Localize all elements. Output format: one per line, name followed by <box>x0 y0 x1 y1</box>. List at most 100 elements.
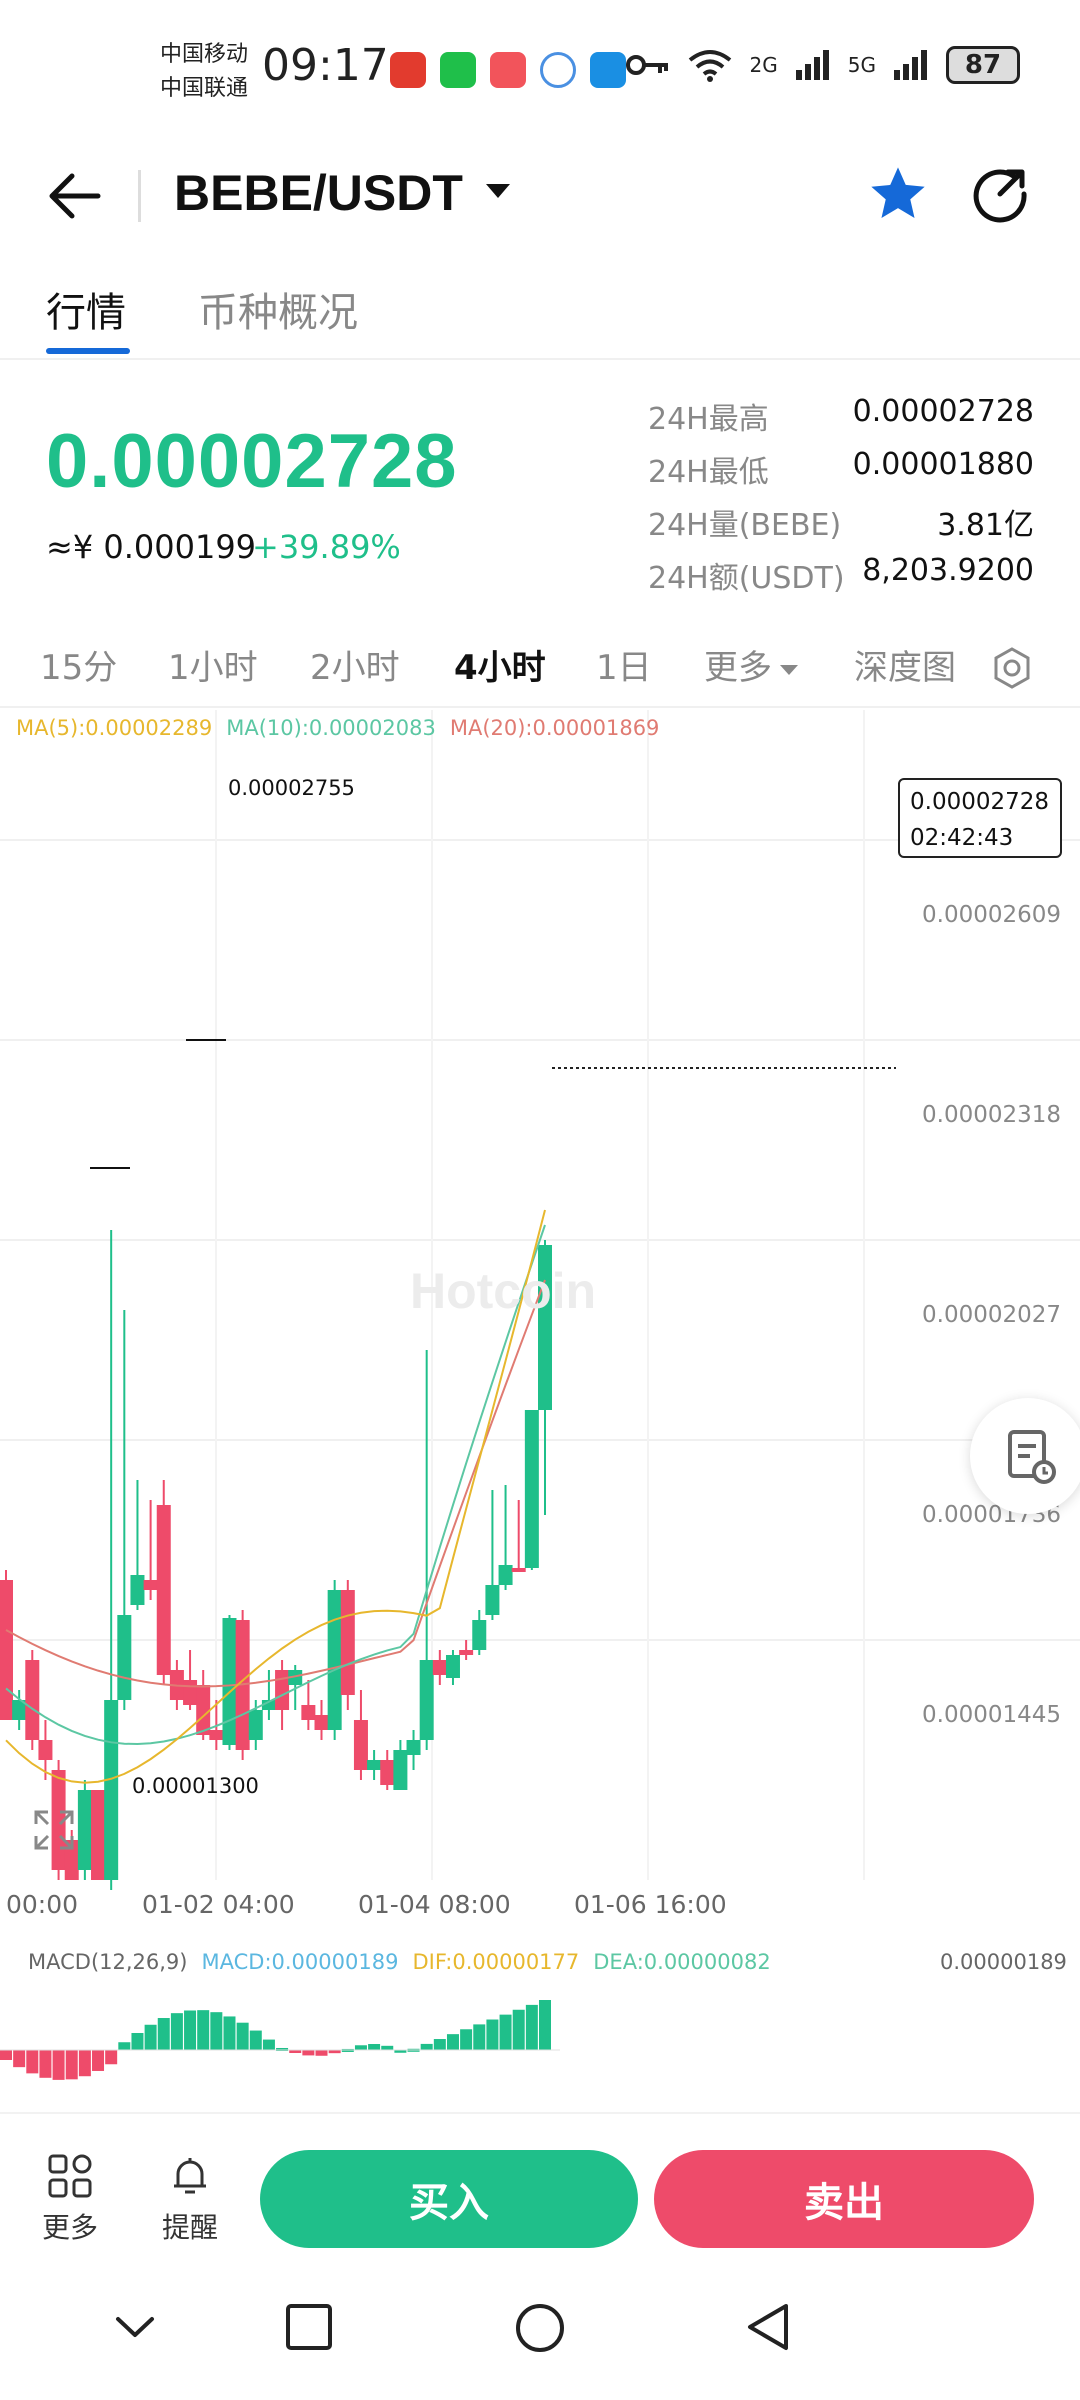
macd-bar <box>249 2030 262 2050</box>
candle-body <box>91 1790 106 1880</box>
candle-body <box>485 1585 500 1615</box>
interval-15m[interactable]: 15分 <box>40 648 118 688</box>
high-price-label: 0.00002755 <box>228 776 355 800</box>
more-button[interactable]: 更多 <box>30 2152 110 2246</box>
x-axis-tick: 01-04 08:00 <box>358 1890 511 1919</box>
floating-order-button[interactable] <box>970 1398 1080 1514</box>
macd-bar <box>52 2050 65 2080</box>
fullscreen-icon[interactable] <box>32 1808 76 1852</box>
y-axis-tick: 0.00002609 <box>922 902 1062 928</box>
candle-body <box>498 1565 513 1585</box>
candle-body <box>77 1790 92 1870</box>
macd-bar <box>460 2029 473 2050</box>
candlestick-plot[interactable] <box>0 710 1080 2110</box>
share-icon[interactable] <box>970 164 1030 224</box>
stat-value: 8,203.9200 <box>862 553 1034 588</box>
stat-label: 24H最低 <box>648 455 769 490</box>
candle-body <box>367 1760 382 1770</box>
stat-label: 24H最高 <box>648 402 769 437</box>
interval-2h[interactable]: 2小时 <box>310 648 400 688</box>
more-label: 更多 <box>41 2211 98 2244</box>
x-axis-tick: 00:00 <box>6 1890 79 1919</box>
macd-bar <box>512 2009 525 2050</box>
tab-coin-overview[interactable]: 币种概况 <box>198 290 358 336</box>
interval-4h[interactable]: 4小时 <box>454 648 546 688</box>
battery-indicator: 87 <box>946 46 1020 84</box>
macd-bar <box>223 2016 236 2050</box>
macd-bar <box>539 2000 551 2050</box>
dea-value: DEA:0.00000082 <box>593 1950 771 1974</box>
chart-settings-icon[interactable] <box>990 646 1034 690</box>
x-axis-tick: 01-02 04:00 <box>142 1890 295 1919</box>
macd-bar <box>105 2050 118 2065</box>
x-axis-tick: 01-06 16:00 <box>574 1890 727 1919</box>
macd-bar <box>65 2050 78 2080</box>
candle-countdown: 02:42:43 <box>910 825 1014 851</box>
interval-1h[interactable]: 1小时 <box>168 648 258 688</box>
carrier-2: 中国联通 <box>160 76 249 101</box>
nav-collapse-icon[interactable] <box>110 2302 160 2352</box>
macd-bar <box>394 2049 407 2053</box>
macd-bar <box>170 2013 183 2050</box>
macd-bar <box>328 2050 341 2054</box>
y-axis-tick: 0.00002027 <box>922 1302 1062 1328</box>
candle-body <box>51 1770 66 1870</box>
nav-recents-icon[interactable] <box>284 2302 334 2352</box>
interval-more[interactable]: 更多 <box>704 640 798 689</box>
y-axis-tick: 0.00002318 <box>922 1102 1062 1128</box>
header-divider <box>138 170 141 222</box>
macd-bar <box>354 2045 367 2050</box>
key-icon <box>625 55 668 75</box>
macd-bar <box>157 2018 170 2050</box>
candle-body <box>222 1618 237 1745</box>
buy-button[interactable]: 买入 <box>260 2150 638 2248</box>
grid-icon <box>48 2154 92 2198</box>
carrier-1: 中国移动 <box>160 42 249 67</box>
macd-bar <box>0 2050 12 2060</box>
candle-body <box>143 1580 158 1590</box>
signal-5g-icon <box>894 50 927 80</box>
current-price-value: 0.00002728 <box>910 789 1050 815</box>
macd-bar <box>197 2010 210 2050</box>
candle-body <box>353 1720 368 1770</box>
system-nav-bar <box>0 2262 1080 2400</box>
kline-chart[interactable]: MA(5):0.00002289 MA(10):0.00002083 MA(20… <box>0 710 1080 2110</box>
sell-button[interactable]: 卖出 <box>654 2150 1034 2248</box>
pair-dropdown-icon[interactable] <box>486 184 510 198</box>
nav-back-icon[interactable] <box>744 2302 794 2352</box>
clock: 09:17 <box>262 40 389 91</box>
candle-body <box>64 1840 79 1880</box>
candle-body <box>248 1710 263 1740</box>
chat-icon <box>540 52 576 88</box>
hotcoin-watermark: Hotcoin <box>410 1263 597 1319</box>
pair-title[interactable]: BEBE/USDT <box>174 165 463 221</box>
macd-bar <box>236 2022 249 2050</box>
macd-bar <box>210 2012 223 2050</box>
macd-bar <box>446 2034 459 2050</box>
depth-chart-tab[interactable]: 深度图 <box>854 648 956 688</box>
candle-body <box>301 1705 316 1720</box>
cny-price: ≈¥ 0.000199 <box>46 528 257 566</box>
back-arrow-icon[interactable] <box>46 168 102 224</box>
candle-body <box>130 1575 145 1605</box>
candle-body <box>314 1715 329 1730</box>
candle-body <box>156 1505 171 1675</box>
macd-bar <box>315 2050 328 2056</box>
stat-value: 0.00002728 <box>852 394 1034 429</box>
candle-body <box>327 1590 342 1730</box>
huawei-icon <box>490 52 526 88</box>
macd-bar <box>525 2004 538 2050</box>
candle-body <box>432 1660 447 1675</box>
interval-tabs: 15分 1小时 2小时 4小时 1日 更多 深度图 <box>0 628 1080 708</box>
candle-body <box>406 1740 421 1755</box>
favorite-star-icon[interactable] <box>866 162 930 226</box>
system-icons: 2G 5G 87 <box>625 46 1020 84</box>
alert-button[interactable]: 提醒 <box>150 2152 230 2246</box>
interval-1d[interactable]: 1日 <box>596 648 652 688</box>
ma20-line <box>5 1279 546 1688</box>
candle-body <box>117 1615 132 1700</box>
nav-home-icon[interactable] <box>514 2302 566 2354</box>
stat-row: 24H量(BEBE) 3.81亿 <box>648 494 1034 547</box>
tab-market[interactable]: 行情 <box>46 290 126 336</box>
ma-legend: MA(5):0.00002289 MA(10):0.00002083 MA(20… <box>16 716 659 740</box>
